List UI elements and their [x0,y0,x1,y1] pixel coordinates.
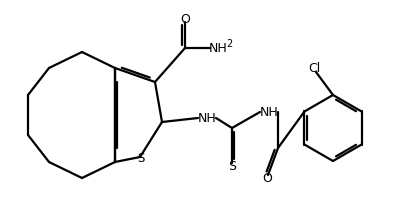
Text: NH: NH [197,111,216,125]
Text: 2: 2 [225,39,232,49]
Text: O: O [261,172,271,184]
Text: S: S [228,159,235,172]
Text: O: O [180,12,190,26]
Text: NH: NH [208,42,227,54]
Text: Cl: Cl [307,61,319,75]
Text: S: S [137,151,144,165]
Text: NH: NH [259,105,278,119]
